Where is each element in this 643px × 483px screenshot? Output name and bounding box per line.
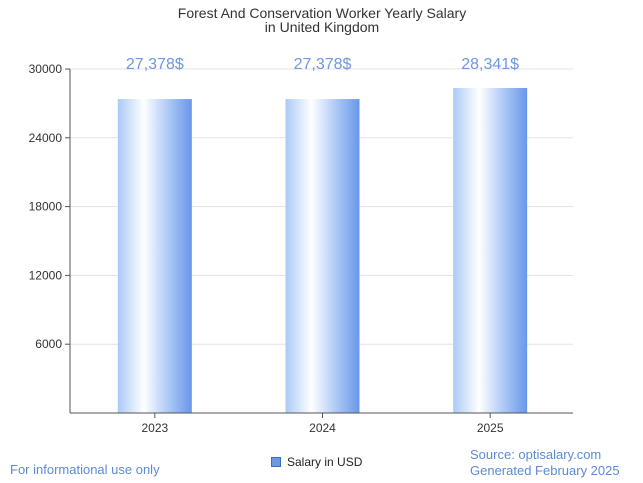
bar-2025[interactable] (453, 88, 528, 414)
chart-title-line1: Forest And Conservation Worker Yearly Sa… (178, 5, 466, 21)
value-label-2024: 27,378$ (294, 56, 352, 73)
generated-date: Generated February 2025 (470, 463, 620, 478)
x-tick-label-2023: 2023 (141, 421, 168, 435)
y-tick-label: 18000 (29, 200, 63, 214)
y-tick-label: 6000 (35, 337, 62, 351)
y-tick-label: 30000 (29, 62, 63, 76)
legend-swatch (271, 457, 281, 467)
bar-2024[interactable] (285, 99, 360, 413)
x-tick-label-2025: 2025 (477, 421, 504, 435)
disclaimer-text: For informational use only (10, 462, 160, 477)
value-label-2025: 28,341$ (461, 56, 519, 73)
bar-2023[interactable] (117, 99, 192, 413)
chart-title-line2: in United Kingdom (265, 19, 379, 35)
x-tick-label-2024: 2024 (309, 421, 336, 435)
y-tick-label: 24000 (29, 131, 63, 145)
legend: Salary in USD (271, 455, 362, 469)
y-tick-label: 12000 (29, 268, 63, 282)
legend-label: Salary in USD (287, 455, 363, 469)
value-label-2023: 27,378$ (126, 56, 184, 73)
source-block: Source: optisalary.com Generated Februar… (470, 447, 620, 479)
source-link[interactable]: Source: optisalary.com (470, 447, 602, 462)
